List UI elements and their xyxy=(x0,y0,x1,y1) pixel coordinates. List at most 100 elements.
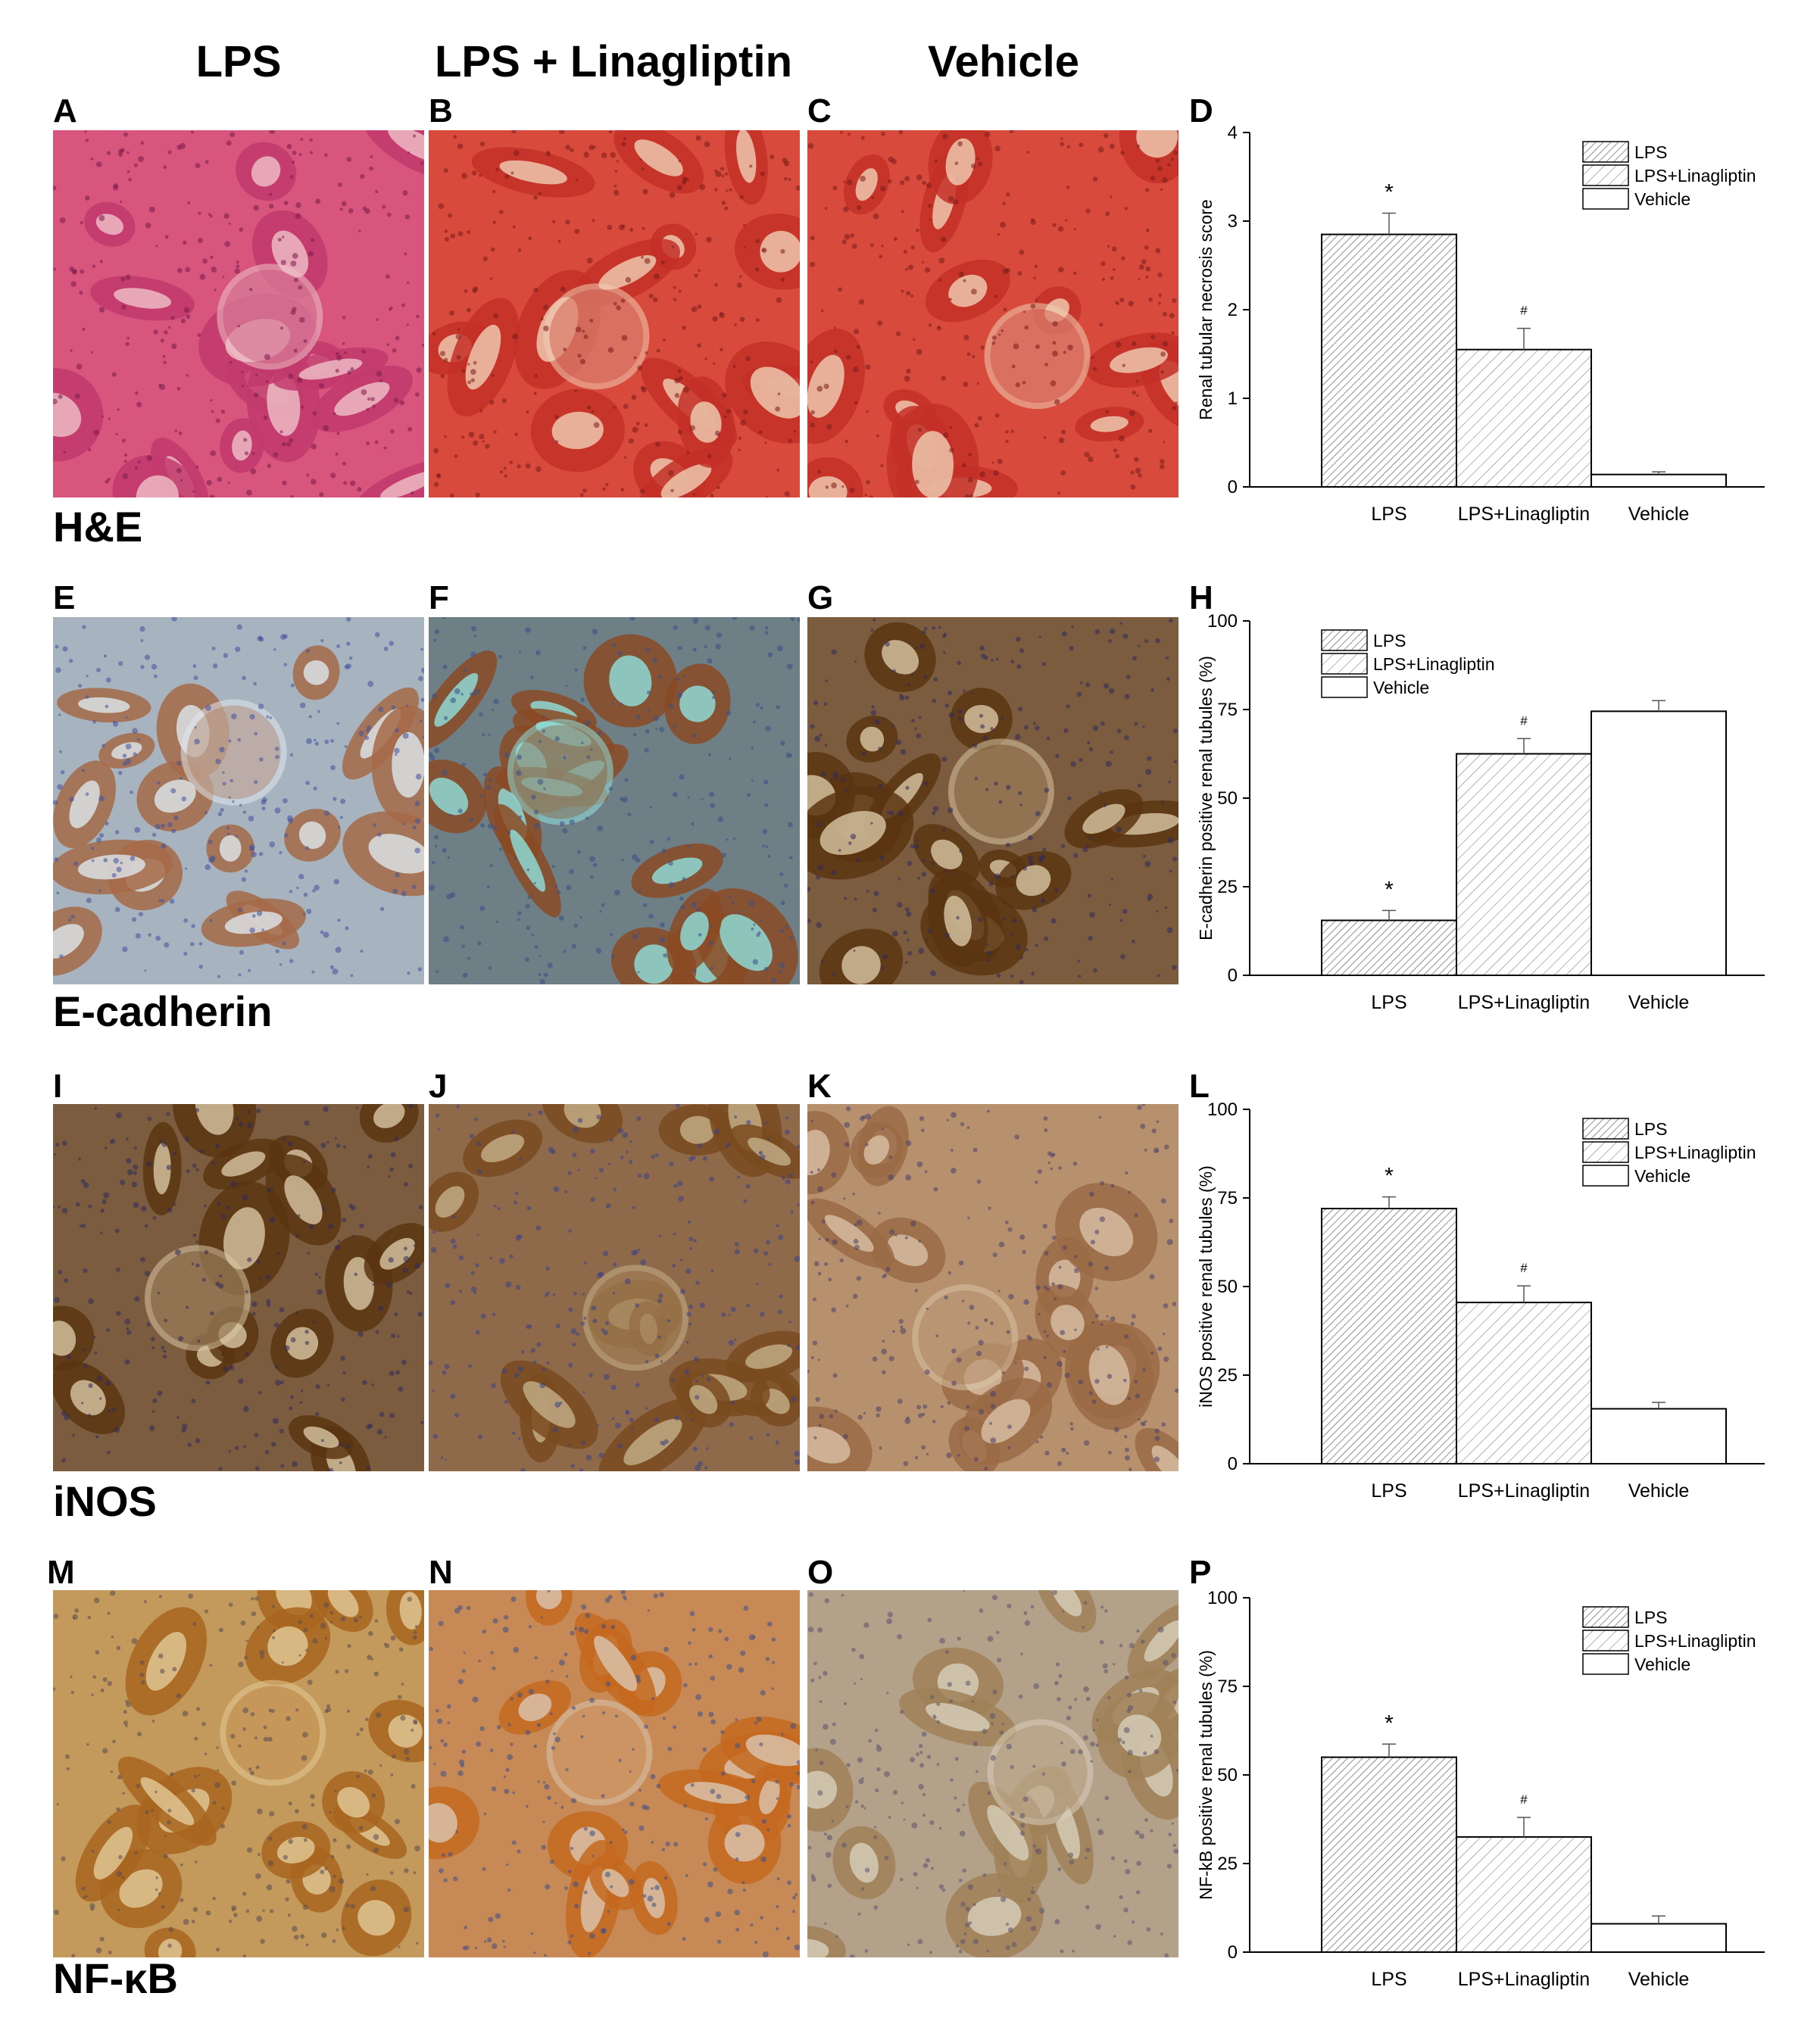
y-axis-label: E-cadherin positive renal tubules (%) xyxy=(1196,656,1216,940)
bar-lps-linagliptin xyxy=(1456,1836,1592,1953)
panel-letter-e: E xyxy=(53,579,76,616)
x-tick-label: LPS+Linagliptin xyxy=(1458,1969,1590,1990)
micrograph-a xyxy=(53,130,424,497)
bar-vehicle xyxy=(1591,1408,1727,1464)
micrograph-b xyxy=(429,130,800,497)
legend-label: LPS xyxy=(1373,631,1406,650)
y-tick-label: 2 xyxy=(1228,300,1238,320)
bar-chart-h: 0 25 50 75 100 E-cadherin positive renal tubu… xyxy=(1189,610,1795,1041)
y-tick-label: 0 xyxy=(1228,1942,1238,1963)
y-tick-label: 0 xyxy=(1228,965,1238,986)
significance-mark: # xyxy=(1520,713,1528,728)
row-label-e-cadherin: E-cadherin xyxy=(53,987,273,1035)
bar-chart-p: 0 25 50 75 100 NF-kB positive renal tubules (… xyxy=(1189,1586,1795,2018)
row-label-he: H&E xyxy=(53,503,143,551)
legend-label: LPS xyxy=(1634,142,1667,162)
y-tick-label: 75 xyxy=(1217,700,1238,720)
legend-swatch xyxy=(1582,1118,1629,1140)
legend-label: Vehicle xyxy=(1634,1166,1690,1186)
x-tick-label: Vehicle xyxy=(1628,992,1690,1013)
x-tick-label: Vehicle xyxy=(1628,1480,1690,1502)
y-tick-label: 50 xyxy=(1217,1765,1238,1786)
panel-letter-c: C xyxy=(807,92,832,129)
y-axis-label: NF-kB positive renal tubules (%) xyxy=(1196,1650,1216,1900)
significance-mark: # xyxy=(1520,304,1528,318)
row-label-inos: iNOS xyxy=(53,1477,157,1525)
micrograph-g xyxy=(807,617,1178,984)
legend-swatch xyxy=(1582,1606,1629,1628)
panel-letter-i: I xyxy=(53,1068,63,1105)
chart-svg-l: 0 25 50 75 100 iNOS positive renal tubules (%… xyxy=(1196,1099,1765,1502)
significance-mark: * xyxy=(1385,1711,1394,1736)
x-tick-label: Vehicle xyxy=(1628,1969,1690,1990)
x-tick-label: LPS xyxy=(1371,1480,1406,1502)
legend-swatch xyxy=(1582,1141,1629,1163)
panel-letter-o: O xyxy=(807,1554,834,1591)
y-axis-label: Renal tubular necrosis score xyxy=(1196,199,1216,420)
x-tick-label: LPS+Linagliptin xyxy=(1458,1480,1590,1502)
bar-lps-linagliptin xyxy=(1456,348,1592,488)
significance-mark: * xyxy=(1385,877,1394,902)
bar-vehicle xyxy=(1591,473,1727,488)
column-header-lps: LPS xyxy=(195,37,282,86)
micrograph-n xyxy=(429,1590,800,1957)
chart-svg-d: 0 1 2 3 4 Renal tubular necrosis score * LPS # LP… xyxy=(1196,123,1765,525)
y-tick-label: 0 xyxy=(1228,1454,1238,1474)
y-tick-label: 25 xyxy=(1217,1854,1238,1874)
legend-swatch xyxy=(1582,1165,1629,1187)
significance-mark: * xyxy=(1385,179,1394,204)
y-tick-label: 50 xyxy=(1217,788,1238,809)
y-tick-label: 75 xyxy=(1217,1676,1238,1697)
legend-swatch xyxy=(1582,1653,1629,1675)
x-tick-label: LPS xyxy=(1371,1969,1406,1990)
legend-swatch xyxy=(1582,164,1629,186)
legend-label: LPS+Linagliptin xyxy=(1373,654,1494,674)
y-axis-label: iNOS positive renal tubules (%) xyxy=(1196,1165,1216,1408)
row-label-nfkb: NF-κB xyxy=(53,1954,178,2002)
micrograph-j xyxy=(429,1104,800,1471)
legend-label: LPS+Linagliptin xyxy=(1634,1631,1756,1651)
panel-letter-g: G xyxy=(807,579,834,616)
legend-label: LPS xyxy=(1634,1119,1667,1139)
micrograph-m xyxy=(53,1590,424,1957)
significance-mark: # xyxy=(1520,1792,1528,1807)
panel-letter-k: K xyxy=(807,1068,832,1105)
y-tick-label: 25 xyxy=(1217,1365,1238,1386)
y-tick-label: 1 xyxy=(1228,388,1238,409)
bar-lps xyxy=(1321,919,1457,976)
panel-letter-d: D xyxy=(1189,92,1213,129)
bar-chart-l: 0 25 50 75 100 iNOS positive renal tubules (%… xyxy=(1189,1098,1795,1530)
legend-label: LPS+Linagliptin xyxy=(1634,166,1756,186)
bar-lps-linagliptin xyxy=(1456,753,1592,976)
y-tick-label: 25 xyxy=(1217,877,1238,897)
y-tick-label: 75 xyxy=(1217,1188,1238,1209)
significance-mark: # xyxy=(1520,1261,1528,1275)
chart-svg-h: 0 25 50 75 100 E-cadherin positive renal tubu… xyxy=(1196,611,1765,1013)
legend-swatch xyxy=(1582,141,1629,163)
bar-vehicle xyxy=(1591,710,1727,976)
legend-swatch xyxy=(1321,653,1368,675)
y-tick-label: 3 xyxy=(1228,211,1238,232)
column-header-vehicle: Vehicle xyxy=(928,37,1079,86)
legend-label: Vehicle xyxy=(1634,189,1690,209)
micrograph-i xyxy=(53,1104,424,1471)
x-tick-label: LPS xyxy=(1371,504,1406,525)
legend-label: LPS xyxy=(1634,1608,1667,1627)
x-tick-label: LPS+Linagliptin xyxy=(1458,992,1590,1013)
chart-svg-p: 0 25 50 75 100 NF-kB positive renal tubules (… xyxy=(1196,1588,1765,1990)
legend-swatch xyxy=(1582,1630,1629,1652)
panel-letter-m: M xyxy=(47,1554,75,1591)
panel-letter-n: N xyxy=(429,1554,453,1591)
panel-letter-p: P xyxy=(1189,1554,1212,1591)
bar-chart-d: 0 1 2 3 4 Renal tubular necrosis score * LPS # LP… xyxy=(1189,121,1795,553)
bar-lps xyxy=(1321,1208,1457,1464)
panel-letter-b: B xyxy=(429,92,453,129)
legend-swatch xyxy=(1582,188,1629,210)
panel-letter-a: A xyxy=(53,92,77,129)
bar-lps-linagliptin xyxy=(1456,1302,1592,1464)
significance-mark: * xyxy=(1385,1164,1394,1189)
panel-letter-l: L xyxy=(1189,1068,1210,1105)
y-tick-label: 100 xyxy=(1207,611,1238,632)
legend-label: Vehicle xyxy=(1634,1655,1690,1674)
y-tick-label: 100 xyxy=(1207,1588,1238,1608)
